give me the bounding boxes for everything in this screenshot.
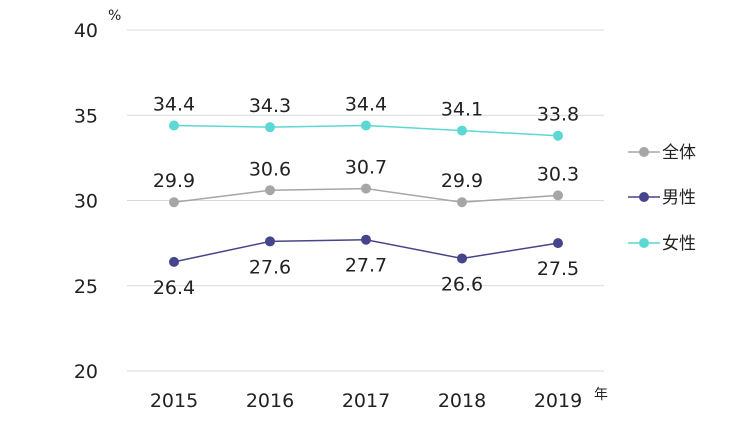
data-label: 27.5: [537, 258, 579, 280]
data-label: 29.9: [441, 170, 483, 192]
x-tick-label: 2016: [246, 390, 294, 412]
data-label: 30.3: [537, 163, 579, 185]
data-label: 30.7: [345, 157, 387, 179]
legend-item: 男性: [628, 188, 696, 208]
x-tick-label: 2019: [534, 390, 582, 412]
y-tick-label: 25: [74, 276, 98, 298]
data-point: [169, 197, 179, 208]
x-axis-unit: 年: [594, 387, 608, 403]
y-tick-label: 40: [74, 20, 98, 42]
data-point: [361, 120, 371, 131]
data-point: [265, 122, 275, 133]
y-tick-label: 35: [74, 105, 98, 127]
data-point: [265, 236, 275, 247]
y-axis-unit: %: [108, 8, 121, 24]
x-tick-label: 2015: [150, 390, 198, 412]
data-point: [169, 120, 179, 131]
data-point: [553, 190, 563, 201]
legend-label: 全体: [662, 143, 696, 163]
data-point: [265, 185, 275, 196]
data-label: 34.4: [153, 93, 195, 115]
data-point: [361, 183, 371, 194]
data-point: [169, 256, 179, 267]
data-label: 26.6: [441, 273, 483, 295]
data-label: 27.6: [249, 256, 291, 278]
data-point: [361, 234, 371, 245]
grid-lines: [127, 29, 604, 372]
data-point: [457, 197, 467, 208]
data-label: 26.4: [153, 277, 195, 299]
legend-item: 全体: [628, 143, 696, 163]
legend-label: 女性: [662, 234, 696, 254]
data-label: 34.3: [249, 95, 291, 117]
series-1: 29.9 30.6 30.7 29.9 30.3: [153, 157, 579, 208]
legend-marker: [639, 147, 649, 157]
x-tick-label: 2018: [438, 390, 486, 412]
legend-item: 女性: [628, 234, 696, 254]
series: 29.9 30.6 30.7 29.9 30.3 26.4 27.6 27.7 26.6 27.5…: [153, 93, 579, 298]
data-point: [457, 125, 467, 136]
series-2: 26.4 27.6 27.7 26.6 27.5: [153, 234, 579, 299]
y-tick-label: 30: [74, 191, 98, 213]
legend-marker: [639, 192, 649, 202]
data-label: 29.9: [153, 170, 195, 192]
data-label: 27.7: [345, 255, 387, 277]
x-tick-label: 2017: [342, 390, 390, 412]
legend-marker: [639, 238, 649, 248]
data-label: 30.6: [249, 158, 291, 180]
y-tick-label: 20: [74, 361, 98, 383]
data-label: 34.4: [345, 93, 387, 115]
data-point: [553, 238, 563, 249]
data-point: [553, 130, 563, 141]
series-3: 34.4 34.3 34.4 34.1 33.8: [153, 93, 579, 141]
x-axis-ticks: 2015 2016 2017 2018 2019: [150, 390, 582, 412]
data-point: [457, 253, 467, 264]
y-axis-ticks: 20 25 30 35 40: [74, 20, 98, 383]
data-label: 34.1: [441, 99, 483, 121]
legend-label: 男性: [662, 188, 696, 208]
data-label: 33.8: [537, 104, 579, 126]
